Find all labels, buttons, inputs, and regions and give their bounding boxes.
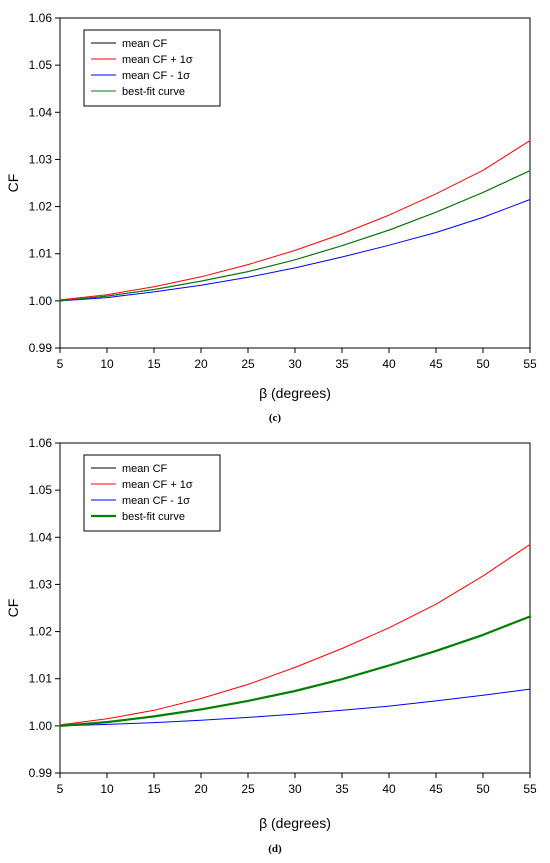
y-tick-label: 1.05 [29,483,53,497]
series-line-2 [59,688,531,727]
series-line-0 [59,170,531,302]
x-tick-label: 55 [523,782,537,796]
x-tick-label: 35 [335,357,349,371]
x-tick-label: 35 [335,782,349,796]
x-tick-label: 40 [382,357,396,371]
y-tick-label: 1.04 [29,530,53,544]
series-line-1 [59,140,531,301]
x-tick-label: 20 [194,782,208,796]
series-line-2 [59,199,531,302]
x-tick-label: 5 [57,357,64,371]
y-tick-label: 0.99 [29,766,53,780]
y-tick-label: 1.02 [29,200,53,214]
chart-panel-d: 5 10 15 20 25 30 35 40 45 50 55 0.99 1.00 1.01 1.02 1.0… [5,436,537,855]
x-tick-label: 30 [288,357,302,371]
x-tick-label: 5 [57,782,64,796]
x-tick-label: 50 [476,782,490,796]
x-tick-label: 25 [241,357,255,371]
x-tick-label: 45 [429,357,443,371]
y-tick-label: 1.03 [29,577,53,591]
x-tick-label: 55 [523,357,537,371]
y-tick-label: 1.01 [29,672,53,686]
y-tick-label: 1.06 [29,436,53,450]
x-tick-label: 30 [288,782,302,796]
x-tick-label: 15 [147,357,161,371]
x-tick-label: 40 [382,782,396,796]
x-tick-label: 15 [147,782,161,796]
legend-label: mean CF - 1σ [122,495,190,507]
y-tick-label: 1.05 [29,58,53,72]
y-tick-label: 1.02 [29,625,53,639]
figure-caption: (c) [269,412,282,424]
legend-label: best-fit curve [122,86,185,98]
y-tick-label: 1.04 [29,105,53,119]
x-tick-label: 10 [100,357,114,371]
y-axis-title: CF [5,174,21,193]
y-tick-label: 1.06 [29,11,53,25]
x-axis-title: β (degrees) [259,815,331,831]
y-tick-label: 1.00 [29,719,53,733]
legend-label: mean CF + 1σ [122,479,193,491]
x-tick-label: 45 [429,782,443,796]
legend-label: mean CF + 1σ [122,54,193,66]
series-line-1 [59,543,531,726]
x-axis-title: β (degrees) [259,385,331,401]
series-line-3 [59,170,531,302]
legend-label: mean CF - 1σ [122,70,190,82]
y-tick-label: 1.01 [29,247,53,261]
x-tick-label: 50 [476,357,490,371]
chart-panel-c: 5 10 15 20 25 30 35 40 45 50 55 0.99 1.00 1.01 1.02 1.0… [5,11,537,424]
x-tick-label: 25 [241,782,255,796]
y-tick-label: 1.00 [29,294,53,308]
series-line-3 [58,615,532,728]
figure-caption: (d) [268,843,282,855]
y-axis-title: CF [5,599,21,618]
x-tick-label: 10 [100,782,114,796]
x-tick-label: 20 [194,357,208,371]
legend-label: mean CF [122,38,168,50]
y-tick-label: 0.99 [29,341,53,355]
legend-label: mean CF [122,463,168,475]
series-line-0 [59,616,531,727]
legend-label: best-fit curve [122,511,185,523]
y-tick-label: 1.03 [29,152,53,166]
